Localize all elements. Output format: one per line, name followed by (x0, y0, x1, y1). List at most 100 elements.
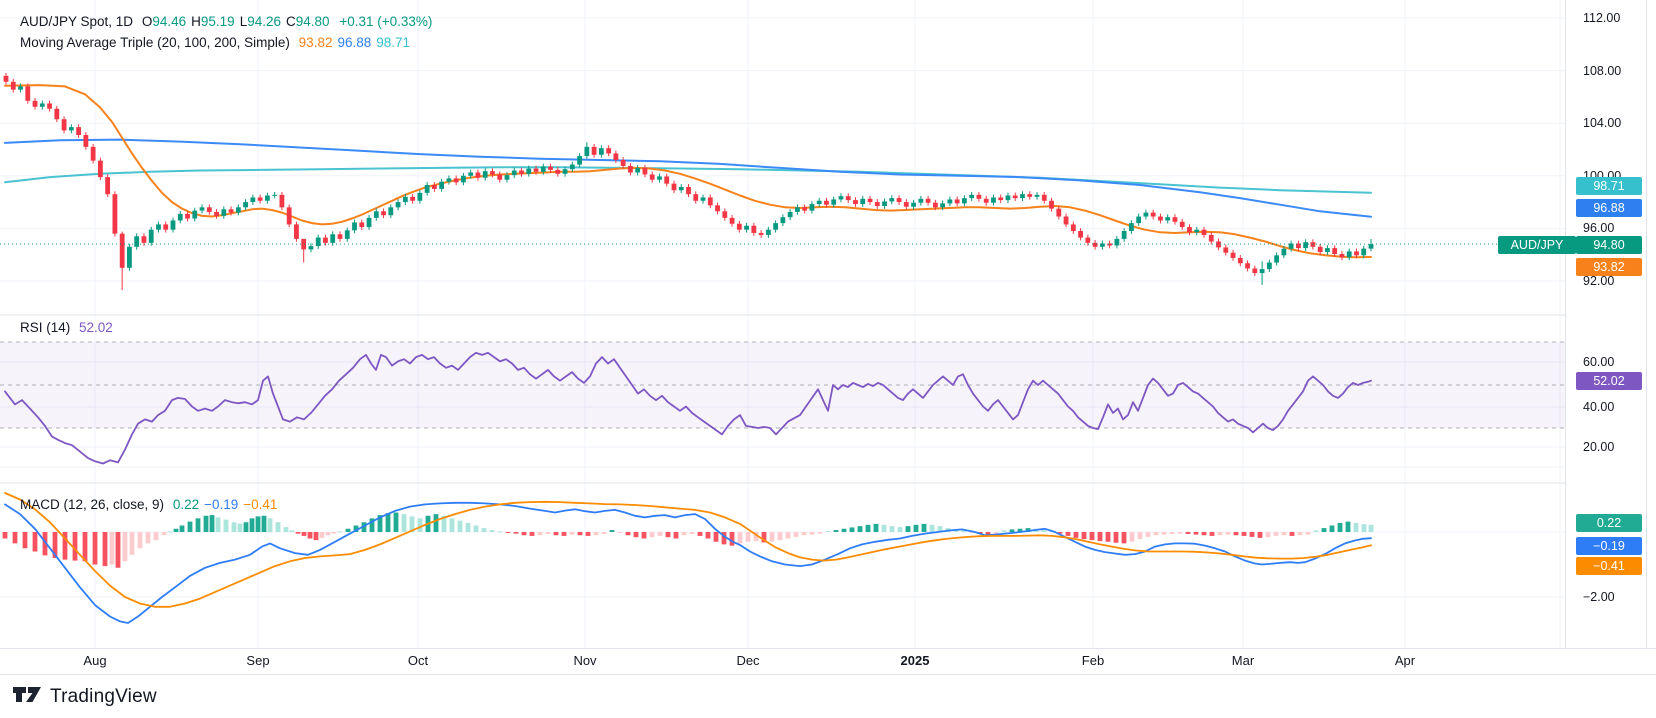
candle (584, 146, 590, 157)
candle (1056, 208, 1062, 217)
macd-histogram-bar (1297, 532, 1303, 536)
rsi-chip: 52.02 (1576, 372, 1642, 390)
candle (177, 213, 183, 221)
macd-histogram-bar (625, 532, 631, 536)
candle (860, 198, 866, 205)
macd-histogram-bar (137, 532, 143, 549)
price-tick-108.00: 108.00 (1583, 63, 1622, 78)
macd-legend-label: MACD (12, 26, close, 9) (20, 497, 165, 512)
candle (831, 199, 837, 205)
candle (439, 181, 445, 189)
macd-histogram-bar (729, 532, 735, 546)
macd-legend-values: 0.22 −0.19 −0.41 (168, 497, 278, 512)
macd-histogram-bar (937, 526, 943, 532)
macd-histogram-bar (345, 528, 351, 532)
rsi-legend[interactable]: RSI (14) 52.02 (20, 317, 113, 338)
candle (1158, 216, 1163, 221)
candle (431, 184, 437, 189)
macd-histogram-bar (521, 532, 527, 536)
macd-histogram-bar (713, 532, 719, 542)
candle (918, 198, 924, 203)
candle (940, 203, 946, 208)
macd-chip: 0.22 (1576, 514, 1642, 532)
time-label-Feb[interactable]: Feb (1081, 653, 1105, 668)
candle (294, 224, 299, 239)
macd-histogram-bar (1201, 532, 1207, 536)
candle (214, 211, 219, 216)
candle (773, 223, 779, 230)
candle (337, 234, 343, 239)
macd-histogram-bar (921, 523, 927, 532)
candle (744, 225, 749, 230)
time-label-2025[interactable]: 2025 (900, 653, 930, 668)
price-scale-axis[interactable]: 112.00 108.00 104.00 100.00 96.00 92.00 60.00 4… (1565, 0, 1647, 648)
candle (882, 201, 887, 207)
price-chip-94.80: 94.80 (1576, 236, 1642, 254)
candle (308, 246, 314, 250)
candle (1317, 246, 1323, 253)
macd-histogram-bar (1361, 524, 1367, 532)
macd-histogram-bar (203, 515, 209, 532)
macd-histogram-bar (649, 532, 655, 538)
macd-histogram-bar (42, 532, 48, 556)
macd-legend[interactable]: MACD (12, 26, close, 9) 0.22 −0.19 −0.41 (20, 494, 277, 515)
macd-histogram-bar (1209, 532, 1215, 536)
macd-histogram-bar (817, 532, 823, 534)
macd-histogram-bar (1017, 528, 1023, 532)
ma-legend[interactable]: Moving Average Triple (20, 100, 200, Sim… (20, 32, 410, 53)
macd-histogram-bar (897, 527, 903, 532)
macd-histogram-bar (331, 532, 337, 534)
time-label-Apr[interactable]: Apr (1394, 653, 1416, 668)
macd-histogram-bar (769, 532, 775, 542)
candle (301, 238, 307, 250)
candle (649, 174, 655, 180)
macd-histogram-bar (401, 514, 407, 532)
candle (359, 222, 365, 228)
macd-histogram-bar (1368, 524, 1374, 532)
candle (664, 176, 670, 184)
footer-brand[interactable]: TradingView (12, 684, 157, 710)
candle (199, 207, 205, 211)
time-label-Dec[interactable]: Dec (736, 653, 760, 668)
time-label-Nov[interactable]: Nov (573, 653, 597, 668)
macd-histogram-bar (353, 525, 359, 532)
candle (446, 178, 452, 182)
candle (461, 175, 466, 183)
macd-tick: −2.00 (1583, 590, 1615, 604)
macd-histogram-bar (295, 532, 301, 534)
candle (678, 186, 684, 191)
ma-legend-values: 93.82 96.88 98.71 (294, 35, 410, 50)
macd-histogram-bar (1313, 530, 1319, 532)
macd-histogram-bar (809, 532, 815, 535)
macd-histogram-bar (1145, 532, 1151, 537)
macd-histogram-bar (109, 532, 115, 565)
macd-histogram-bar (1129, 532, 1135, 542)
macd-histogram-bar (873, 523, 879, 532)
time-scale-axis[interactable]: Aug Sep Oct Nov Dec 2025 Feb Mar Apr (0, 648, 1656, 675)
symbol-legend[interactable]: AUD/JPY Spot, 1D O94.46 H95.19 L94.26 C94.8… (20, 11, 432, 32)
time-label-Oct[interactable]: Oct (407, 653, 429, 668)
candle (642, 167, 648, 175)
ohlc-O: O94.46 (141, 14, 187, 29)
candle (148, 229, 154, 243)
candle (824, 200, 829, 205)
macd-histogram-bar (267, 518, 273, 532)
macd-histogram-bar (283, 527, 289, 532)
time-label-Sep[interactable]: Sep (246, 653, 270, 668)
time-label-Mar[interactable]: Mar (1231, 653, 1255, 668)
macd-histogram-bar (52, 532, 58, 558)
candle (68, 127, 74, 131)
candle (482, 171, 488, 178)
macd-histogram-bar (289, 530, 295, 532)
candle (264, 195, 270, 201)
macd-histogram-bar (1009, 529, 1015, 532)
macd-histogram-bar (249, 518, 255, 532)
candle (729, 217, 735, 224)
macd-histogram-bar (22, 532, 28, 549)
time-label-Aug[interactable]: Aug (83, 653, 107, 668)
chart-plot-area[interactable] (0, 0, 1565, 648)
candle (1230, 252, 1236, 258)
macd-histogram-bar (231, 522, 237, 532)
candle (228, 209, 234, 213)
macd-histogram-bar (441, 515, 447, 532)
